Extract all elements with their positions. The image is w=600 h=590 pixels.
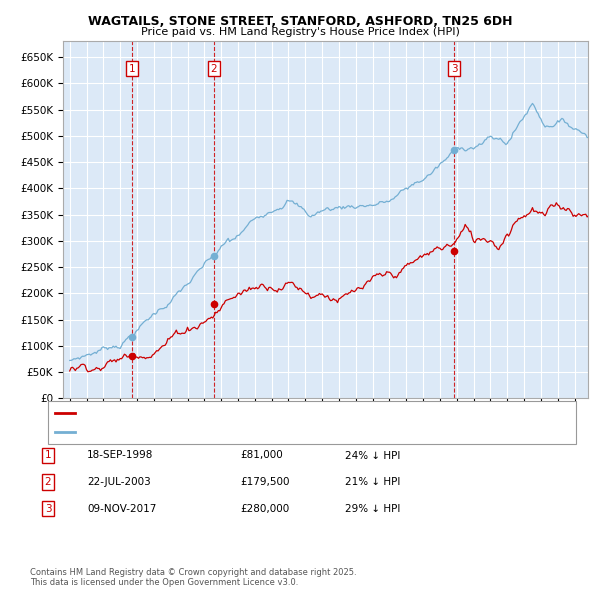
Text: 2: 2	[44, 477, 52, 487]
Text: 3: 3	[451, 64, 458, 74]
Text: 2: 2	[210, 64, 217, 74]
Text: £280,000: £280,000	[240, 504, 289, 513]
Text: £179,500: £179,500	[240, 477, 290, 487]
Text: 1: 1	[129, 64, 136, 74]
Text: 1: 1	[44, 451, 52, 460]
Text: Contains HM Land Registry data © Crown copyright and database right 2025.
This d: Contains HM Land Registry data © Crown c…	[30, 568, 356, 587]
Text: HPI: Average price, detached house, Folkestone and Hythe: HPI: Average price, detached house, Folk…	[79, 427, 358, 436]
Text: 3: 3	[44, 504, 52, 513]
Text: 21% ↓ HPI: 21% ↓ HPI	[345, 477, 400, 487]
Text: 18-SEP-1998: 18-SEP-1998	[87, 451, 154, 460]
Text: 24% ↓ HPI: 24% ↓ HPI	[345, 451, 400, 460]
Text: WAGTAILS, STONE STREET, STANFORD, ASHFORD, TN25 6DH (detached house): WAGTAILS, STONE STREET, STANFORD, ASHFOR…	[79, 409, 454, 418]
Text: 09-NOV-2017: 09-NOV-2017	[87, 504, 157, 513]
Text: WAGTAILS, STONE STREET, STANFORD, ASHFORD, TN25 6DH: WAGTAILS, STONE STREET, STANFORD, ASHFOR…	[88, 15, 512, 28]
Text: 22-JUL-2003: 22-JUL-2003	[87, 477, 151, 487]
Text: 29% ↓ HPI: 29% ↓ HPI	[345, 504, 400, 513]
Text: £81,000: £81,000	[240, 451, 283, 460]
Text: Price paid vs. HM Land Registry's House Price Index (HPI): Price paid vs. HM Land Registry's House …	[140, 27, 460, 37]
